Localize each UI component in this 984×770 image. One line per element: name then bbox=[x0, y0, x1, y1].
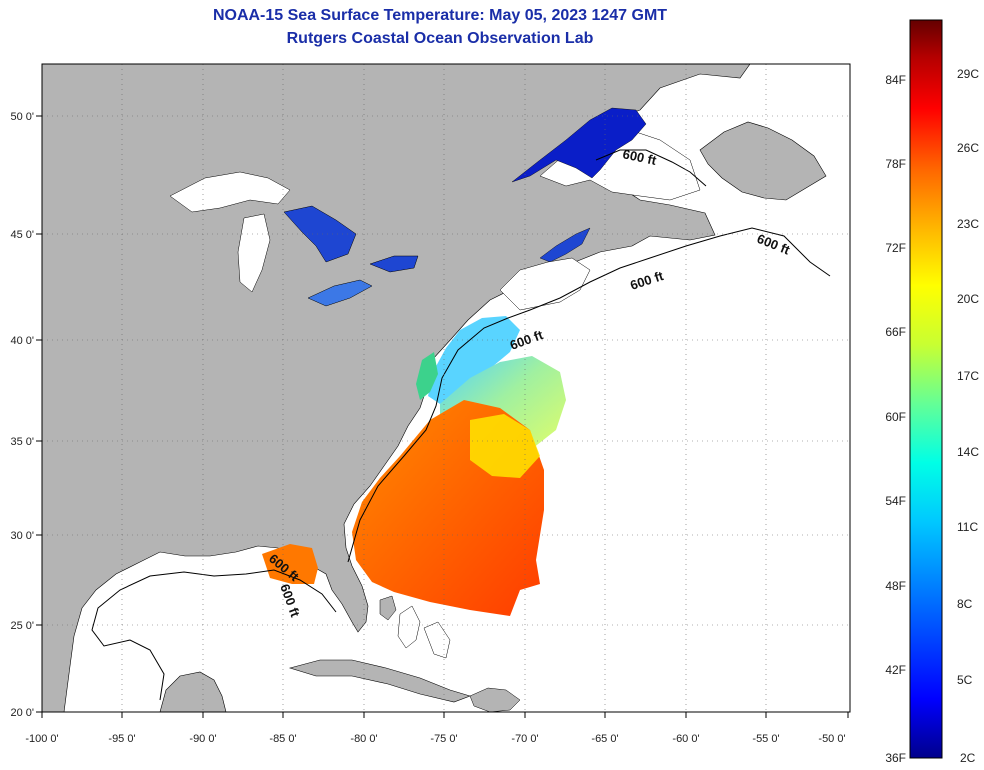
colorbar-c-label: 17C bbox=[957, 369, 979, 383]
land-bahamas-1 bbox=[397, 605, 421, 649]
lon-label: -55 0' bbox=[752, 733, 779, 745]
colorbar-c-label: 14C bbox=[957, 445, 979, 459]
colorbar-c-label: 20C bbox=[957, 292, 979, 306]
lat-label: 50 0' bbox=[10, 111, 34, 123]
bay-of-fundy bbox=[539, 227, 591, 263]
colorbar-f-label: 36F bbox=[885, 751, 906, 765]
colorbar-f-label: 60F bbox=[885, 410, 906, 424]
lat-label: 25 0' bbox=[10, 620, 34, 632]
lat-label: 20 0' bbox=[10, 707, 34, 719]
lon-label: -90 0' bbox=[189, 733, 216, 745]
colorbar-c-label: 5C bbox=[957, 673, 973, 687]
lon-label: -50 0' bbox=[818, 733, 845, 745]
colorbar-c-label: 26C bbox=[957, 141, 979, 155]
isobath-atlantic bbox=[347, 227, 831, 563]
lon-label: -75 0' bbox=[430, 733, 457, 745]
lake-ontario bbox=[369, 255, 419, 273]
colorbar-c-label: 8C bbox=[957, 597, 973, 611]
lon-label: -100 0' bbox=[25, 733, 58, 745]
colorbar-f-label: 48F bbox=[885, 579, 906, 593]
colorbar-f-label: 84F bbox=[885, 73, 906, 87]
colorbar-f-label: 66F bbox=[885, 325, 906, 339]
lat-label: 30 0' bbox=[10, 530, 34, 542]
colorbar bbox=[909, 19, 943, 759]
lon-label: -70 0' bbox=[511, 733, 538, 745]
gulf-of-maine bbox=[499, 257, 591, 311]
colorbar-f-label: 72F bbox=[885, 241, 906, 255]
land-hispaniola bbox=[469, 687, 521, 712]
colorbar-f-label: 42F bbox=[885, 663, 906, 677]
colorbar-c-label: 2C bbox=[960, 751, 976, 765]
land-bahamas-2 bbox=[423, 621, 451, 659]
lat-label: 35 0' bbox=[10, 436, 34, 448]
colorbar-c-label: 11C bbox=[957, 520, 978, 534]
colorbar-f-labels: 84F 78F 72F 66F 60F 54F 48F 42F 36F bbox=[885, 73, 906, 765]
colorbar-f-label: 78F bbox=[885, 157, 906, 171]
map-title: NOAA-15 Sea Surface Temperature: May 05,… bbox=[212, 7, 668, 24]
map-frame bbox=[41, 63, 851, 713]
isobath-labrador bbox=[595, 149, 707, 187]
st-lawrence-cold bbox=[511, 107, 647, 183]
map-subtitle: Rutgers Coastal Ocean Observation Lab bbox=[286, 30, 594, 47]
colorbar-c-labels: 29C 26C 23C 20C 17C 14C 11C 8C 5C 2C bbox=[957, 67, 979, 765]
lon-label: -95 0' bbox=[108, 733, 135, 745]
lat-label: 45 0' bbox=[10, 229, 34, 241]
yellow-sst-patch bbox=[470, 414, 540, 478]
lon-label: -65 0' bbox=[591, 733, 618, 745]
axis-ticks bbox=[36, 115, 849, 718]
shelf-cold-water bbox=[428, 316, 520, 404]
lon-label: -80 0' bbox=[350, 733, 377, 745]
colorbar-f-label: 54F bbox=[885, 494, 906, 508]
coastal-green-strip bbox=[416, 352, 438, 400]
land-newfoundland bbox=[699, 121, 827, 201]
lon-label: -60 0' bbox=[672, 733, 699, 745]
lake-michigan bbox=[237, 213, 271, 293]
gulf-sst-patch bbox=[262, 544, 318, 584]
isobath-label-1: 600 ft bbox=[621, 146, 658, 168]
lat-label: 40 0' bbox=[10, 335, 34, 347]
colorbar-c-label: 23C bbox=[957, 217, 979, 231]
lake-superior bbox=[169, 171, 291, 213]
colorbar-c-label: 29C bbox=[957, 67, 979, 81]
isobath-gulf-of-mexico bbox=[91, 569, 337, 701]
land-florida-keys bbox=[379, 595, 397, 621]
land-yucatan bbox=[159, 671, 227, 712]
lake-huron bbox=[283, 205, 357, 263]
graticule bbox=[42, 64, 850, 712]
lon-label: -85 0' bbox=[269, 733, 296, 745]
lake-erie bbox=[307, 279, 373, 307]
